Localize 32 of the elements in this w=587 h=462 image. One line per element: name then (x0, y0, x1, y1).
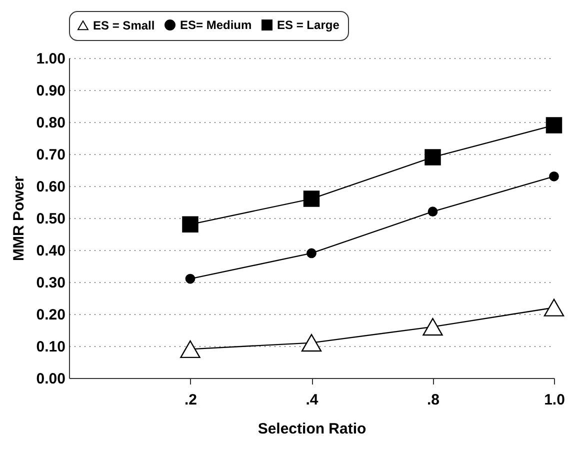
y-tick-label: 0.60 (36, 178, 66, 196)
y-axis-title: MMR Power (10, 176, 28, 262)
point (180, 340, 200, 358)
legend-label: ES = Small (93, 18, 155, 32)
point (301, 334, 322, 352)
y-tick-label: 0.80 (36, 114, 66, 132)
point (303, 190, 320, 207)
y-tick-label: 0.30 (36, 274, 66, 292)
legend-label: ES = Large (277, 18, 340, 32)
x-tick-label: .4 (306, 392, 319, 408)
legend-label: ES= Medium (180, 18, 252, 32)
point (182, 216, 198, 233)
point (546, 117, 562, 134)
y-tick-label: 0.70 (36, 146, 66, 164)
y-tick-label: 0.10 (36, 338, 66, 356)
x-axis-title: Selection Ratio (258, 420, 366, 438)
point (544, 298, 564, 316)
point (549, 171, 559, 182)
y-tick-label: 0.40 (36, 242, 66, 260)
point (422, 318, 443, 336)
point (424, 149, 441, 166)
y-tick-label: 0.20 (36, 306, 66, 324)
point (428, 206, 438, 217)
x-tick-label: .8 (426, 392, 440, 408)
y-tick-label: 0.00 (36, 370, 66, 388)
point (306, 248, 316, 258)
x-tick-label: .2 (184, 392, 198, 408)
y-tick-label: 0.50 (36, 210, 66, 228)
y-tick-label: 0.90 (36, 82, 66, 100)
y-tick-label: 1.00 (36, 50, 66, 68)
point (185, 274, 196, 284)
x-tick-label: 1.0 (544, 392, 565, 408)
